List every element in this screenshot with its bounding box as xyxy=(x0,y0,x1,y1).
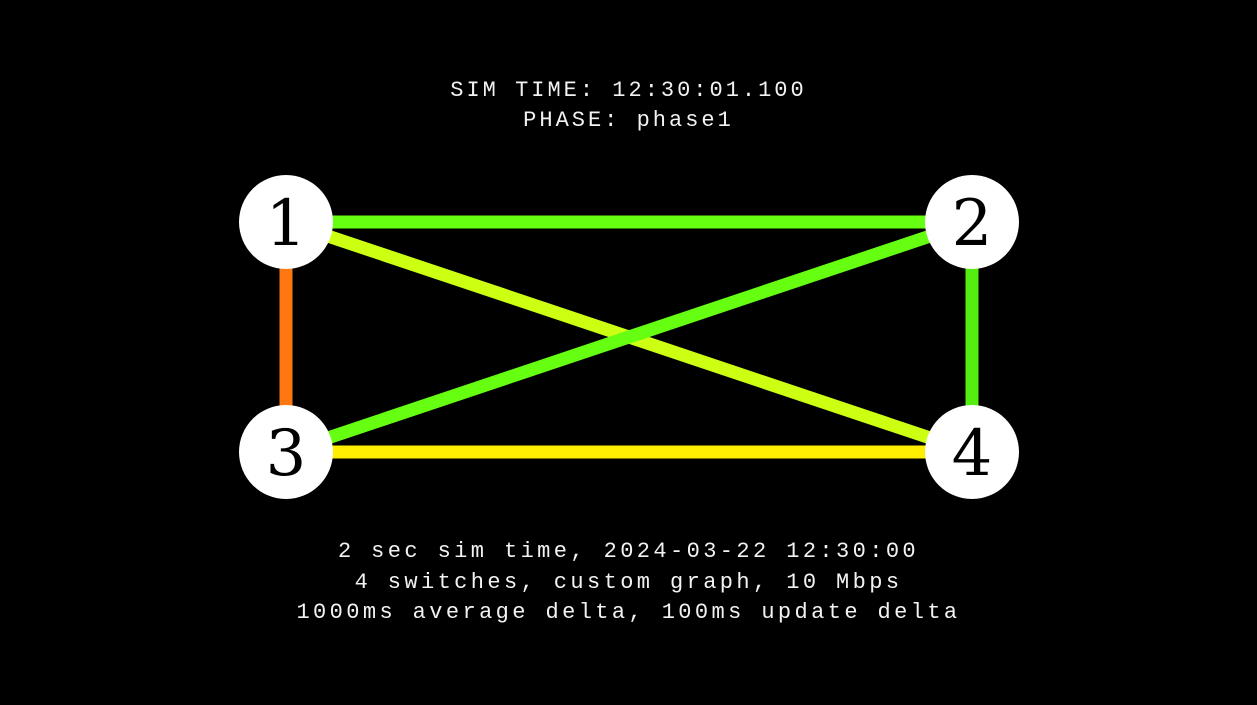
node-label-4: 4 xyxy=(952,417,993,491)
node-circle-3 xyxy=(239,405,333,499)
node-label-1: 1 xyxy=(266,187,307,261)
node-2: 2 xyxy=(925,175,1019,269)
footer-delta-summary: 1000ms average delta, 100ms update delta xyxy=(296,600,961,625)
phase-label: PHASE: phase1 xyxy=(523,108,734,133)
links-layer xyxy=(279,215,979,459)
sim-time-label: SIM TIME: 12:30:01.100 xyxy=(450,78,807,103)
header: SIM TIME: 12:30:01.100 PHASE: phase1 xyxy=(0,76,1257,136)
footer: 2 sec sim time, 2024-03-22 12:30:00 4 sw… xyxy=(0,537,1257,629)
footer-sim-summary: 2 sec sim time, 2024-03-22 12:30:00 xyxy=(337,539,920,564)
node-3: 3 xyxy=(239,405,333,499)
node-1: 1 xyxy=(239,175,333,269)
node-4: 4 xyxy=(925,405,1019,499)
node-circle-4 xyxy=(925,405,1019,499)
link-3-2 xyxy=(283,215,975,459)
nodes-layer: 1 2 3 4 xyxy=(239,175,1019,499)
node-circle-1 xyxy=(239,175,333,269)
node-label-2: 2 xyxy=(952,187,993,261)
footer-topology-summary: 4 switches, custom graph, 10 Mbps xyxy=(354,569,903,595)
node-label-3: 3 xyxy=(266,417,307,491)
node-circle-2 xyxy=(925,175,1019,269)
